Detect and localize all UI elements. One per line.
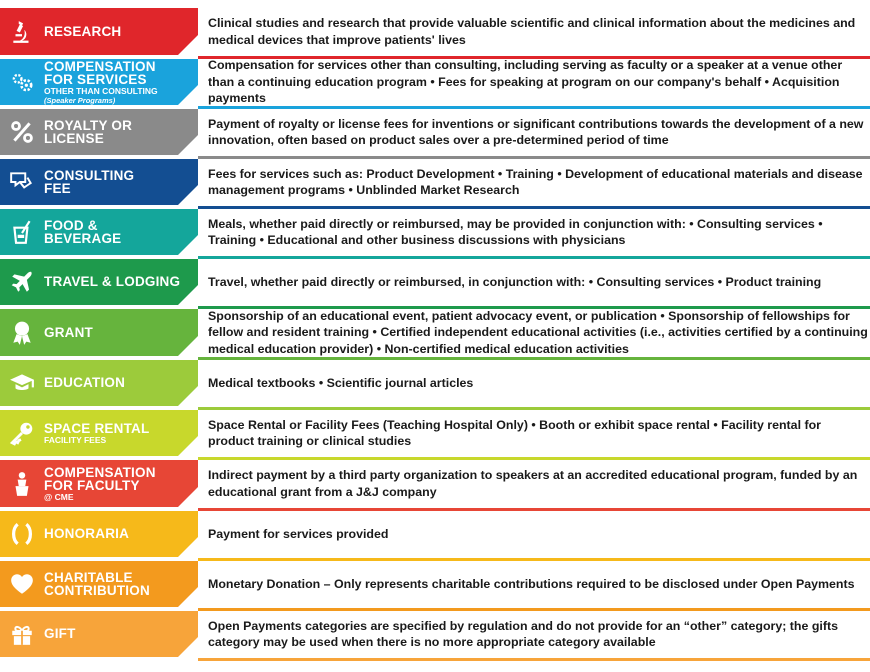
category-label: HONORARIA bbox=[44, 526, 130, 542]
category-label: GRANT bbox=[44, 324, 93, 340]
category-tab: HONORARIA bbox=[0, 511, 198, 557]
divider bbox=[198, 206, 870, 209]
category-description: Fees for services such as: Product Devel… bbox=[208, 166, 863, 198]
divider bbox=[198, 457, 870, 460]
divider bbox=[198, 156, 870, 159]
category-tab: CONSULTING FEE bbox=[0, 159, 198, 205]
microscope-icon bbox=[0, 19, 44, 45]
category-label: EDUCATION bbox=[44, 375, 126, 391]
category-row: RESEARCH Clinical studies and research t… bbox=[0, 8, 870, 59]
divider bbox=[198, 56, 870, 59]
divider bbox=[198, 558, 870, 561]
divider bbox=[198, 608, 870, 611]
laurel-icon bbox=[0, 521, 44, 547]
divider bbox=[198, 357, 870, 360]
gears-icon bbox=[0, 69, 44, 95]
category-label: TRAVEL & LODGING bbox=[44, 274, 181, 290]
category-tab: EDUCATION bbox=[0, 360, 198, 406]
category-description: Payment of royalty or license fees for i… bbox=[208, 116, 864, 148]
category-description: Travel, whether paid directly or reimbur… bbox=[208, 274, 822, 289]
speaker-person-icon bbox=[0, 471, 44, 497]
category-description: Payment for services provided bbox=[208, 526, 389, 541]
category-row: CHARITABLE CONTRIBUTION Monetary Donatio… bbox=[0, 561, 870, 611]
category-tab: RESEARCH bbox=[0, 8, 198, 55]
category-row: FOOD & BEVERAGE Meals, whether paid dire… bbox=[0, 209, 870, 259]
percent-icon bbox=[0, 119, 44, 145]
category-row: EDUCATION Medical textbooks • Scientific… bbox=[0, 360, 870, 410]
category-label: SPACE RENTAL bbox=[44, 420, 150, 436]
category-label: GIFT bbox=[44, 626, 76, 642]
category-tab: GRANT bbox=[0, 309, 198, 356]
category-label: RESEARCH bbox=[44, 23, 122, 39]
category-row: GIFT Open Payments categories are specif… bbox=[0, 611, 870, 661]
category-label: ROYALTY OR LICENSE bbox=[44, 118, 133, 146]
category-sublabel: @ CME bbox=[44, 491, 74, 502]
graduation-cap-icon bbox=[0, 370, 44, 396]
handshake-icon bbox=[0, 169, 44, 195]
category-label: CHARITABLE CONTRIBUTION bbox=[44, 570, 150, 598]
heart-icon bbox=[0, 571, 44, 597]
divider bbox=[198, 256, 870, 259]
category-row: ROYALTY OR LICENSE Payment of royalty or… bbox=[0, 109, 870, 159]
category-description: Meals, whether paid directly or reimburs… bbox=[208, 216, 823, 248]
divider bbox=[198, 407, 870, 410]
category-label: FOOD & BEVERAGE bbox=[44, 218, 122, 246]
drink-icon bbox=[0, 219, 44, 245]
gift-icon bbox=[0, 621, 44, 647]
category-description: Medical textbooks • Scientific journal a… bbox=[208, 375, 474, 390]
category-description: Space Rental or Facility Fees (Teaching … bbox=[208, 417, 821, 449]
category-description: Open Payments categories are specified b… bbox=[208, 618, 838, 650]
category-row: COMPENSATION FOR FACULTY @ CME Indirect … bbox=[0, 460, 870, 511]
category-note: (Speaker Programs) bbox=[44, 95, 116, 105]
category-sublabel: FACILITY FEES bbox=[44, 435, 107, 445]
key-icon bbox=[0, 420, 44, 446]
airplane-icon bbox=[0, 269, 44, 295]
category-row: CONSULTING FEE Fees for services such as… bbox=[0, 159, 870, 209]
category-tab: ROYALTY OR LICENSE bbox=[0, 109, 198, 155]
category-tab: GIFT bbox=[0, 611, 198, 657]
category-sublabel: OTHER THAN CONSULTING bbox=[44, 86, 158, 96]
category-tab: CHARITABLE CONTRIBUTION bbox=[0, 561, 198, 607]
category-label: COMPENSATION FOR FACULTY bbox=[44, 464, 156, 493]
category-row: GRANT Sponsorship of an educational even… bbox=[0, 309, 870, 360]
category-description: Compensation for services other than con… bbox=[208, 58, 843, 106]
category-tab: COMPENSATION FOR SERVICES OTHER THAN CON… bbox=[0, 59, 198, 105]
divider bbox=[198, 658, 870, 661]
category-tab: TRAVEL & LODGING bbox=[0, 259, 198, 305]
divider bbox=[198, 306, 870, 309]
category-description: Clinical studies and research that provi… bbox=[208, 16, 856, 47]
category-tab: FOOD & BEVERAGE bbox=[0, 209, 198, 255]
category-row: TRAVEL & LODGING Travel, whether paid di… bbox=[0, 259, 870, 309]
category-row: HONORARIA Payment for services provided bbox=[0, 511, 870, 561]
category-description: Monetary Donation – Only represents char… bbox=[208, 576, 855, 591]
category-label: CONSULTING FEE bbox=[44, 168, 135, 196]
divider bbox=[198, 508, 870, 511]
ribbon-icon bbox=[0, 320, 44, 346]
category-row: SPACE RENTAL FACILITY FEES Space Rental … bbox=[0, 410, 870, 460]
category-tab: COMPENSATION FOR FACULTY @ CME bbox=[0, 460, 198, 507]
category-tab: SPACE RENTAL FACILITY FEES bbox=[0, 410, 198, 456]
category-description: Sponsorship of an educational event, pat… bbox=[208, 308, 868, 356]
divider bbox=[198, 106, 870, 109]
category-description: Indirect payment by a third party organi… bbox=[208, 468, 858, 499]
category-row: COMPENSATION FOR SERVICES OTHER THAN CON… bbox=[0, 58, 870, 109]
category-label: COMPENSATION FOR SERVICES bbox=[44, 59, 156, 87]
